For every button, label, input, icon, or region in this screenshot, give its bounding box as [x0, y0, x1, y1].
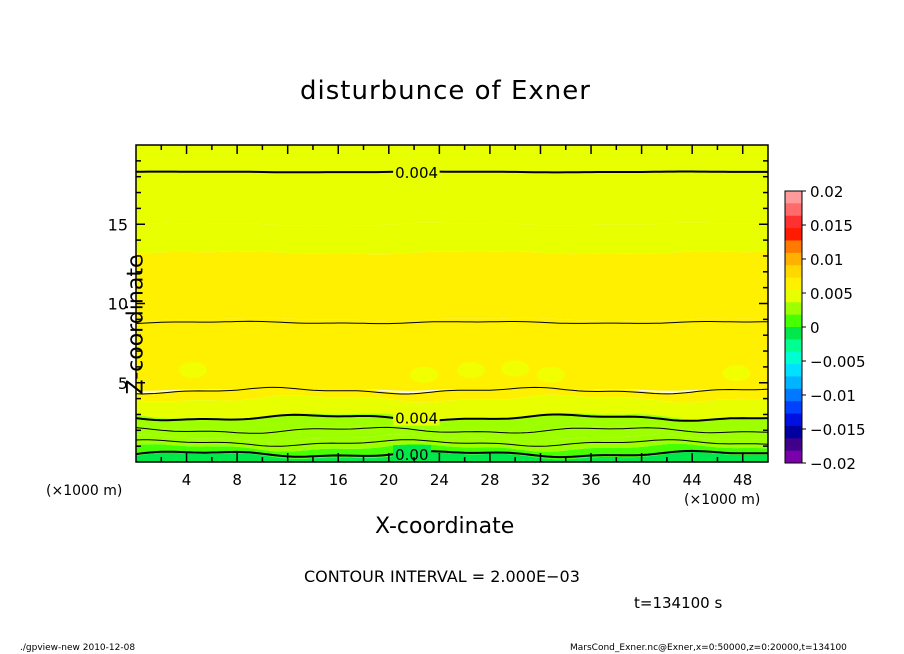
colorbar-segment: [785, 314, 802, 328]
colorbar-segment: [785, 191, 802, 204]
x-tick-label: 24: [430, 471, 449, 489]
maximum-blob: [722, 365, 751, 382]
x-tick-label: 4: [182, 471, 192, 489]
maximum-blob: [536, 366, 565, 383]
contour-label-background: [393, 162, 440, 180]
colorbar-segment: [785, 215, 802, 229]
colorbar: 0.02 0.015 0.01 0.005 0 −0.005 −0.01 −0.015 −0.0…: [784, 183, 866, 473]
colorbar-tick-label: 0.005: [810, 285, 853, 303]
colorbar-tick-label: −0.005: [810, 353, 866, 371]
y-tick-label: 10: [108, 295, 128, 314]
footer-data-source: MarsCond_Exner.nc@Exner,x=0:50000,z=0:20…: [570, 643, 847, 653]
colorbar-segment: [785, 289, 802, 303]
contour-line: [135, 170, 768, 174]
colorbar-segment: [785, 425, 802, 439]
x-tick-label: 8: [232, 471, 242, 489]
contour-interval-text: CONTOUR INTERVAL = 2.000E−03: [304, 567, 580, 586]
contour-label: 0.004: [395, 164, 438, 182]
colorbar-tick-label: 0.02: [810, 183, 843, 201]
contour-line: [135, 386, 769, 395]
colorbar-tick-label: 0: [810, 319, 820, 337]
contour-line: [135, 320, 768, 325]
colorbar-tick-label: 0.015: [810, 217, 853, 235]
field-band: [136, 145, 768, 226]
maximum-blob: [410, 366, 439, 383]
colorbar-segment: [785, 265, 802, 279]
colorbar-tick-label: 0.01: [810, 251, 843, 269]
contour-label-background: [393, 445, 432, 463]
y-tick-label: 5: [118, 374, 128, 393]
x-tick-label: 36: [581, 471, 600, 489]
field-band: [136, 451, 768, 462]
x-tick-label: 32: [531, 471, 550, 489]
x-tick-label: 44: [683, 471, 702, 489]
field-band: [136, 394, 768, 420]
colorbar-segment: [785, 438, 802, 452]
contour-line: [135, 413, 769, 422]
contour-label: 0.004: [395, 410, 438, 428]
colorbar-segment: [785, 240, 802, 254]
colorbar-segment: [785, 364, 802, 377]
colorbar-segment: [785, 277, 802, 291]
colorbar-segment: [785, 450, 802, 464]
x-tick-label: 20: [379, 471, 398, 489]
x-tick-label: 40: [632, 471, 651, 489]
y-axis-label: Z-coordinate: [123, 254, 149, 395]
contour-label: 0.00: [395, 446, 428, 464]
field-band: [136, 222, 768, 255]
x-unit-label-left: (×1000 m): [46, 483, 123, 499]
colorbar-segment: [785, 339, 802, 353]
colorbar-segment: [785, 252, 802, 266]
x-axis-label: X-coordinate: [375, 514, 515, 539]
maximum-blob: [178, 362, 207, 379]
colorbar-tick-label: −0.015: [810, 421, 866, 439]
colorbar-segment: [785, 376, 802, 390]
contour-label-background: [393, 408, 440, 426]
time-stamp: t=134100 s: [634, 594, 723, 612]
field-band: [136, 251, 768, 322]
x-tick-label: 12: [278, 471, 297, 489]
footer-program-date: ./gpview-new 2010-12-08: [20, 643, 136, 653]
field-band: [136, 317, 768, 391]
chart-title: disturbunce of Exner: [300, 76, 591, 106]
contour-line: [135, 449, 769, 459]
field-band: [136, 385, 768, 403]
y-tick-label: 15: [108, 215, 128, 234]
colorbar-segment: [785, 327, 802, 340]
colorbar-segment: [785, 388, 802, 402]
contour-line: [135, 426, 769, 434]
colorbar-tick-label: −0.02: [810, 455, 856, 473]
colorbar-segment: [785, 413, 802, 427]
contour-line: [135, 439, 769, 447]
colorbar-segment: [785, 228, 802, 241]
colorbar-segment: [785, 351, 802, 365]
colorbar-segment: [785, 203, 802, 217]
maximum-blob: [456, 362, 485, 379]
colorbar-segment: [785, 302, 802, 316]
x-tick-label: 48: [733, 471, 752, 489]
maximum-blob: [501, 360, 530, 377]
x-tick-label: 28: [480, 471, 499, 489]
x-unit-label-right: (×1000 m): [684, 492, 761, 508]
colorbar-tick-label: −0.01: [810, 387, 856, 405]
colorbar-segment: [785, 401, 802, 415]
x-tick-label: 16: [329, 471, 348, 489]
